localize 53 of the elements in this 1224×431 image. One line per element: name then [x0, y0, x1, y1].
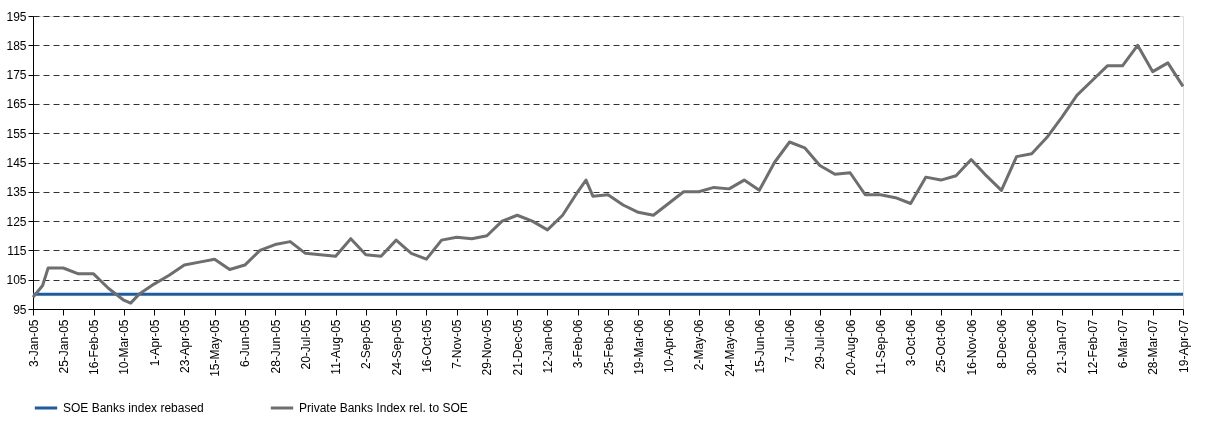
y-tick-label: 125	[6, 214, 27, 229]
x-tick-label: 8-Dec-06	[994, 319, 1009, 369]
x-tick-label: 16-Oct-05	[419, 319, 434, 373]
y-tick-label: 175	[6, 68, 27, 83]
y-tick-label: 195	[6, 9, 27, 24]
y-tick-label: 115	[7, 243, 27, 258]
y-tick-label: 155	[6, 126, 27, 141]
y-tick-label: 105	[6, 273, 27, 288]
x-tick-label: 28-Jun-05	[268, 319, 283, 374]
x-tick-label: 20-Aug-06	[843, 319, 858, 376]
line-series	[31, 43, 1185, 305]
legend-label: SOE Banks index rebased	[63, 401, 204, 415]
x-tick-label: 25-Feb-06	[601, 319, 616, 375]
x-tick-label: 3-Feb-06	[571, 319, 586, 369]
legend-label: Private Banks Index rel. to SOE	[299, 401, 468, 415]
x-tick-label: 3-Oct-06	[904, 319, 919, 367]
x-tick-label: 7-Jul-06	[783, 319, 798, 363]
x-tick-label: 6-Mar-07	[1115, 319, 1130, 369]
x-tick-label: 24-May-06	[722, 319, 737, 377]
x-tick-label: 19-Mar-06	[631, 319, 646, 375]
x-tick-label: 10-Mar-05	[117, 319, 132, 375]
x-tick-label: 7-Nov-05	[450, 319, 465, 369]
y-tick-label: 185	[6, 38, 27, 53]
x-tick-label: 3-Jan-05	[26, 319, 41, 367]
x-tick-label: 2-May-06	[692, 319, 707, 371]
x-tick-label: 25-Jan-05	[56, 319, 71, 374]
y-tick-label: 95	[13, 302, 27, 317]
y-tick-label: 145	[6, 156, 27, 170]
x-tick-label: 1-Apr-05	[147, 319, 162, 367]
x-tick-label: 15-Jun-06	[752, 319, 767, 374]
x-tick-label: 12-Jan-06	[540, 319, 555, 374]
x-tick-label: 25-Oct-06	[934, 319, 949, 373]
x-tick-label: 11-Sep-06	[873, 319, 888, 375]
x-tick-label: 24-Sep-05	[389, 319, 404, 376]
x-tick-label: 20-Jul-05	[298, 319, 313, 370]
x-tick-label: 6-Jun-05	[238, 319, 253, 367]
y-tick-label: 165	[6, 97, 27, 112]
x-tick-label: 16-Feb-05	[87, 319, 102, 375]
x-tick-label: 2-Sep-05	[359, 319, 374, 369]
x-tick-label: 11-Aug-05	[329, 319, 344, 375]
x-tick-label: 10-Apr-06	[662, 319, 677, 373]
x-tick-label: 23-Apr-05	[177, 319, 192, 373]
x-tick-label: 29-Nov-05	[480, 319, 495, 376]
x-tick-label: 21-Dec-05	[510, 319, 525, 376]
x-tick-label: 28-Mar-07	[1146, 319, 1161, 375]
x-tick-label: 16-Nov-06	[964, 319, 979, 376]
x-tick-label: 21-Jan-07	[1055, 319, 1070, 374]
x-tick-label: 15-May-05	[208, 319, 223, 377]
x-tick-label: 19-Apr-07	[1176, 319, 1191, 373]
x-tick-label: 29-Jul-06	[813, 319, 828, 370]
x-tick-label: 30-Dec-06	[1025, 319, 1040, 376]
y-tick-label: 135	[6, 185, 27, 200]
x-tick-label: 12-Feb-07	[1085, 319, 1100, 375]
